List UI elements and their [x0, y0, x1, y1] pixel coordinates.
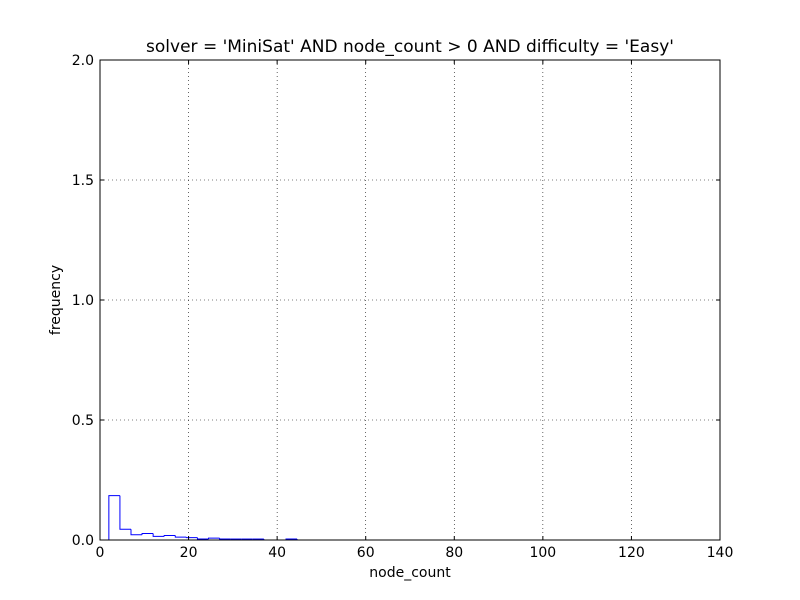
y-tick-label: 1.0 [72, 293, 94, 309]
x-tick-label: 40 [268, 545, 286, 561]
y-tick-label: 0.5 [72, 413, 94, 429]
x-tick-label: 140 [707, 545, 734, 561]
histogram-bin [208, 537, 220, 540]
histogram-bin [141, 533, 154, 535]
y-axis-ticks: 0.0 0.5 1.0 1.5 2.0 [72, 53, 720, 549]
histogram-bin [196, 537, 209, 540]
histogram-bin [174, 535, 187, 538]
x-tick-label: 20 [180, 545, 198, 561]
x-tick-label: 60 [357, 545, 375, 561]
x-tick-label: 0 [96, 545, 105, 561]
grid-lines [100, 60, 720, 540]
y-axis-label: frequency [48, 265, 64, 335]
histogram-bin [119, 495, 131, 530]
x-tick-label: 120 [618, 545, 645, 561]
x-tick-label: 100 [529, 545, 556, 561]
x-axis-ticks: 0 20 40 60 80 100 120 140 [96, 60, 734, 561]
x-axis-label: node_count [369, 565, 451, 581]
histogram-bin [163, 534, 176, 537]
histogram-bin [108, 495, 120, 540]
histogram-bin [219, 538, 231, 540]
x-tick-label: 80 [445, 545, 463, 561]
histogram-bin [130, 529, 143, 536]
y-tick-label: 0.0 [72, 533, 94, 549]
y-tick-label: 1.5 [72, 173, 94, 189]
y-tick-label: 2.0 [72, 53, 94, 69]
histogram-bars [108, 495, 309, 541]
chart-title: solver = 'MiniSat' AND node_count > 0 AN… [146, 37, 674, 57]
histogram-bin [152, 533, 165, 537]
